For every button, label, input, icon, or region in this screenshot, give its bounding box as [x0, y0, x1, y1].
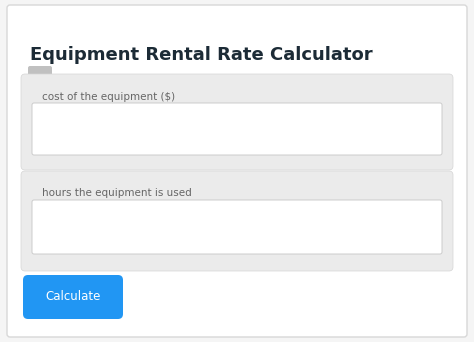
Text: cost of the equipment ($): cost of the equipment ($) [42, 92, 175, 102]
Text: hours the equipment is used: hours the equipment is used [42, 188, 192, 198]
FancyBboxPatch shape [32, 200, 442, 254]
FancyBboxPatch shape [23, 275, 123, 319]
FancyBboxPatch shape [21, 74, 453, 170]
Text: Equipment Rental Rate Calculator: Equipment Rental Rate Calculator [30, 46, 373, 64]
FancyBboxPatch shape [28, 66, 52, 79]
FancyBboxPatch shape [21, 171, 453, 271]
FancyBboxPatch shape [32, 103, 442, 155]
Text: Calculate: Calculate [46, 290, 100, 303]
FancyBboxPatch shape [7, 5, 467, 337]
